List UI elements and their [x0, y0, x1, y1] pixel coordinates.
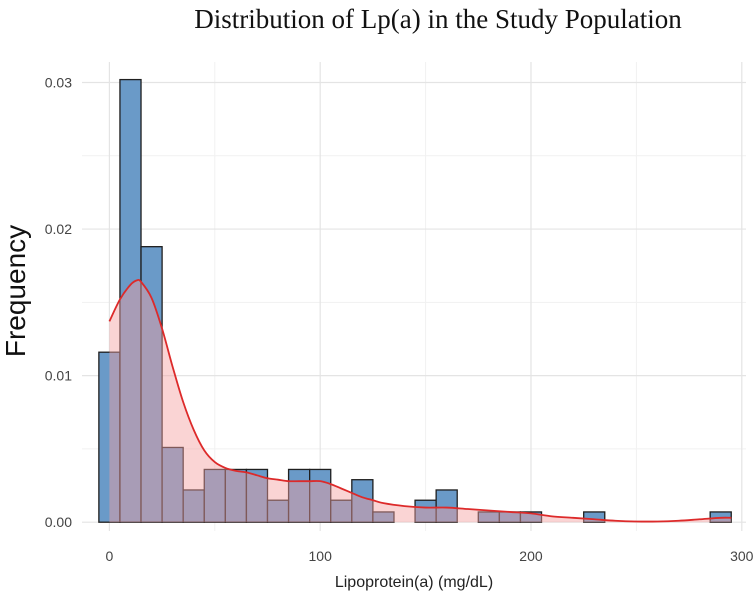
- histogram-bar: [583, 511, 606, 523]
- y-axis-label: Frequency: [0, 225, 31, 357]
- x-tick-label: 0: [106, 548, 114, 564]
- x-axis-label: Lipoprotein(a) (mg/dL): [335, 574, 493, 591]
- density-area: [109, 279, 732, 523]
- y-tick-label: 0.01: [45, 368, 72, 384]
- y-axis-ticks: 0.00 0.01 0.02 0.03: [45, 75, 72, 531]
- density-curve: [108, 278, 732, 523]
- histogram-bar: [519, 511, 543, 523]
- y-tick-label: 0.00: [45, 514, 72, 530]
- x-tick-label: 300: [730, 548, 754, 564]
- histogram-bar: [161, 446, 184, 523]
- histogram-bar: [245, 468, 269, 523]
- histogram-bar: [435, 489, 458, 523]
- y-tick-label: 0.03: [45, 75, 72, 91]
- x-tick-label: 200: [519, 548, 543, 564]
- histogram-bar: [140, 246, 163, 523]
- chart-title: Distribution of Lp(a) in the Study Popul…: [194, 4, 682, 34]
- x-tick-label: 100: [309, 548, 333, 564]
- y-tick-label: 0.02: [45, 221, 72, 237]
- x-axis-ticks: 0 100 200 300: [106, 548, 754, 564]
- histogram-bar: [372, 511, 395, 523]
